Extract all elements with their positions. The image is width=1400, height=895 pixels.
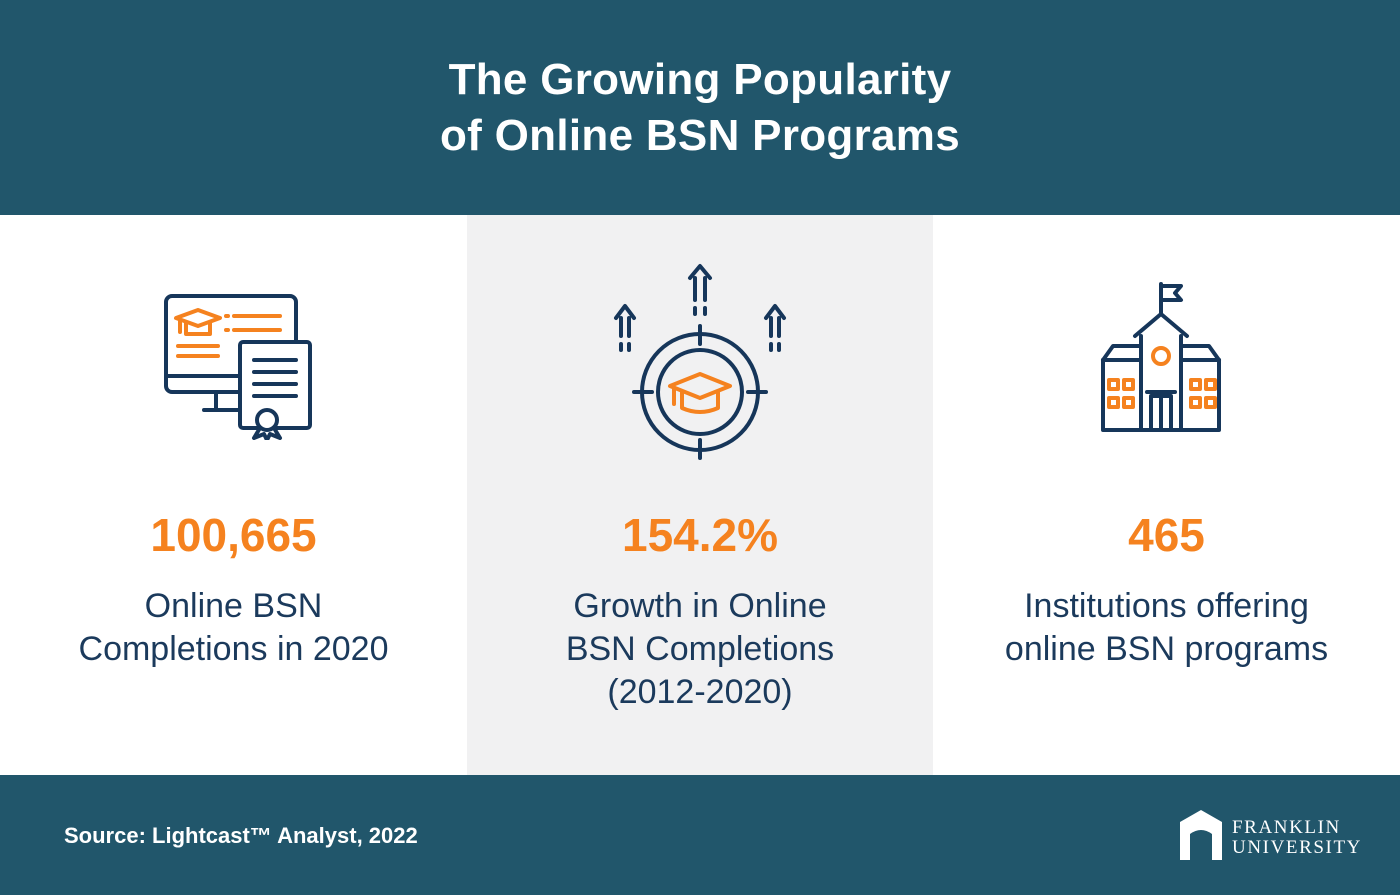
stat-label-line: Online BSN xyxy=(144,587,323,625)
icon-container xyxy=(0,255,467,465)
stat-label-line: Completions in 2020 xyxy=(78,630,389,668)
stat-label-line: online BSN programs xyxy=(1004,630,1329,668)
stat-panel-completions: 100,665 Online BSN Completions in 2020 xyxy=(0,215,467,775)
page-title-line-2: of Online BSN Programs xyxy=(439,110,960,160)
logo-line: UNIVERSITY xyxy=(1232,837,1362,858)
page-title-line-1: The Growing Popularity xyxy=(448,54,952,104)
stats-panels: 100,665 Online BSN Completions in 2020 xyxy=(0,215,1400,775)
logo-line: FRANKLIN xyxy=(1232,817,1341,838)
stat-label-line: (2012-2020) xyxy=(607,673,793,711)
stat-value-institutions: 465 xyxy=(1128,509,1205,561)
source-citation: Source: Lightcast™ Analyst, 2022 xyxy=(64,823,418,848)
stat-value-growth: 154.2% xyxy=(621,509,778,561)
stat-label-line: Growth in Online xyxy=(573,587,827,625)
school-building-icon xyxy=(1100,282,1221,432)
stat-label-institutions: Institutions offering online BSN program… xyxy=(933,585,1400,671)
icon-container xyxy=(933,255,1400,465)
icon-container xyxy=(467,255,933,465)
monitor-certificate-icon xyxy=(163,294,312,440)
stat-label-line: BSN Completions xyxy=(565,630,835,668)
header-banner: The Growing Popularity of Online BSN Pro… xyxy=(0,0,1400,215)
stat-panel-institutions: 465 Institutions offering online BSN pro… xyxy=(933,215,1400,775)
logo-arch-icon xyxy=(1180,810,1222,860)
stat-label-growth: Growth in Online BSN Completions (2012-2… xyxy=(467,585,933,714)
franklin-university-logo: FRANKLIN UNIVERSITY xyxy=(1178,808,1360,864)
logo-wordmark: FRANKLIN UNIVERSITY xyxy=(1232,818,1362,858)
stat-value-completions: 100,665 xyxy=(150,509,317,561)
stat-label-completions: Online BSN Completions in 2020 xyxy=(0,585,467,671)
target-graduation-cap-icon xyxy=(614,264,786,460)
footer-banner: Source: Lightcast™ Analyst, 2022 FRANKLI… xyxy=(0,775,1400,895)
stat-panel-growth: 154.2% Growth in Online BSN Completions … xyxy=(467,215,933,775)
stat-label-line: Institutions offering xyxy=(1024,587,1309,625)
page-title: The Growing Popularity of Online BSN Pro… xyxy=(440,52,960,164)
